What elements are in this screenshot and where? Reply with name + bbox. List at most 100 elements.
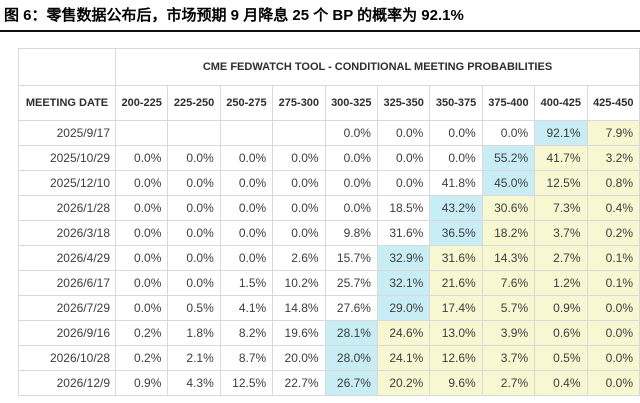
- probability-cell: 0.0%: [167, 220, 221, 246]
- probability-cell: 0.9%: [114, 370, 169, 396]
- probability-cell: 2.6%: [272, 245, 326, 271]
- probability-cell: 0.0%: [219, 195, 274, 221]
- probability-cell: 41.8%: [429, 170, 483, 196]
- probability-cell: 36.5%: [429, 220, 483, 246]
- probability-cell: 17.4%: [429, 295, 483, 321]
- probability-cell: 8.7%: [219, 345, 274, 371]
- probability-cell: 0.0%: [114, 195, 169, 221]
- probability-cell: 41.7%: [534, 145, 588, 171]
- probability-cell: 29.0%: [376, 295, 431, 321]
- table-row: 2026/6/17 0.0% 0.0% 1.5% 10.2% 25.7% 32.1% 21.6…: [18, 270, 640, 296]
- rate-range-header: 350-375: [429, 85, 483, 121]
- probability-cell: 55.2%: [481, 145, 536, 171]
- table-row: 2025/12/10 0.0% 0.0% 0.0% 0.0% 0.0% 0.0% 41.8% 4…: [18, 170, 640, 196]
- probability-cell: 0.0%: [219, 170, 274, 196]
- probability-cell: 26.7%: [324, 370, 378, 396]
- probability-cell: 4.3%: [167, 370, 221, 396]
- probability-cell: 24.6%: [376, 320, 431, 346]
- probability-cell: 25.7%: [324, 270, 378, 296]
- figure-title: 图 6：零售数据公布后，市场预期 9 月降息 25 个 BP 的概率为 92.1…: [4, 7, 464, 24]
- probability-cell: 0.0%: [429, 120, 483, 146]
- probability-cell: 14.3%: [481, 245, 536, 271]
- probability-cell: 0.0%: [324, 145, 378, 171]
- meeting-date-cell: 2026/12/9: [18, 370, 116, 396]
- table-row: 2026/12/9 0.9% 4.3% 12.5% 22.7% 26.7% 20.2% 9.6…: [18, 370, 640, 396]
- probability-cell: 0.2%: [586, 220, 640, 246]
- probability-cell: 20.0%: [272, 345, 326, 371]
- probability-cell: 2.1%: [167, 345, 221, 371]
- probability-cell: 0.5%: [167, 295, 221, 321]
- probability-cell: 31.6%: [376, 220, 431, 246]
- probability-cell: 18.2%: [481, 220, 536, 246]
- rate-range-header: 400-425: [534, 85, 588, 121]
- probability-cell: 0.0%: [219, 245, 274, 271]
- rate-range-header: 275-300: [272, 85, 326, 121]
- probability-cell: 0.1%: [586, 245, 640, 271]
- table-row: 2026/4/29 0.0% 0.0% 0.0% 2.6% 15.7% 32.9% 31.6%…: [18, 245, 640, 271]
- probability-cell: 0.0%: [114, 270, 169, 296]
- probability-cell: 21.6%: [429, 270, 483, 296]
- probability-cell: 12.5%: [534, 170, 588, 196]
- meeting-date-cell: 2025/12/10: [18, 170, 116, 196]
- probability-cell: 22.7%: [272, 370, 326, 396]
- probability-cell: 0.0%: [167, 145, 221, 171]
- title-underline-rule: [0, 30, 640, 32]
- probability-cell: 0.0%: [429, 145, 483, 171]
- probability-cell: 0.1%: [586, 270, 640, 296]
- table-row: 2026/9/16 0.2% 1.8% 8.2% 19.6% 28.1% 24.6% 13.0…: [18, 320, 640, 346]
- probability-cell: 0.0%: [376, 120, 431, 146]
- probability-cell: 28.0%: [324, 345, 378, 371]
- probability-cell: 3.7%: [481, 345, 536, 371]
- probability-cell: 7.6%: [481, 270, 536, 296]
- table-container: CME FEDWATCH TOOL - CONDITIONAL MEETING …: [18, 48, 640, 396]
- meeting-date-cell: 2026/4/29: [18, 245, 116, 271]
- probability-cell: 0.0%: [586, 345, 640, 371]
- probability-cell: 43.2%: [429, 195, 483, 221]
- probability-cell: 0.0%: [324, 170, 378, 196]
- probability-cell: 9.6%: [429, 370, 483, 396]
- table-row: 2025/9/17 0.0% 0.0% 0.0% 0.0% 92.1% 7.9%: [18, 120, 640, 146]
- probability-cell: 0.0%: [376, 170, 431, 196]
- meeting-date-cell: 2026/10/28: [18, 345, 116, 371]
- rate-range-header: 200-225: [114, 85, 169, 121]
- probability-cell: 0.0%: [114, 245, 169, 271]
- probability-cell: 27.6%: [324, 295, 378, 321]
- probability-cell: 13.0%: [429, 320, 483, 346]
- probability-cell: 20.2%: [376, 370, 431, 396]
- probability-cell: 0.0%: [114, 145, 169, 171]
- corner-empty-cell: [18, 48, 116, 86]
- probability-cell: 0.0%: [272, 170, 326, 196]
- probability-cell: 3.2%: [586, 145, 640, 171]
- probability-cell: 18.5%: [376, 195, 431, 221]
- probability-cell: 0.9%: [534, 295, 588, 321]
- probability-cell: 92.1%: [534, 120, 588, 146]
- rate-range-header: 225-250: [167, 85, 221, 121]
- fedwatch-probability-table: CME FEDWATCH TOOL - CONDITIONAL MEETING …: [18, 48, 640, 396]
- probability-cell: 0.5%: [534, 345, 588, 371]
- rate-range-header: 300-325: [324, 85, 378, 121]
- table-row: 2026/10/28 0.2% 2.1% 8.7% 20.0% 28.0% 24.1% 12.…: [18, 345, 640, 371]
- meeting-date-cell: 2026/6/17: [18, 270, 116, 296]
- probability-cell: 24.1%: [376, 345, 431, 371]
- rate-range-header: 425-450: [586, 85, 640, 121]
- probability-cell: 4.1%: [219, 295, 274, 321]
- table-row: 2026/1/28 0.0% 0.0% 0.0% 0.0% 0.0% 18.5% 43.2% 3…: [18, 195, 640, 221]
- probability-cell: 0.0%: [114, 170, 169, 196]
- probability-cell: 0.6%: [534, 320, 588, 346]
- probability-cell: 0.0%: [219, 220, 274, 246]
- probability-cell: 32.9%: [376, 245, 431, 271]
- probability-cell: [167, 120, 221, 146]
- probability-cell: 0.0%: [167, 245, 221, 271]
- probability-cell: 9.8%: [324, 220, 378, 246]
- probability-cell: 5.7%: [481, 295, 536, 321]
- probability-cell: 19.6%: [272, 320, 326, 346]
- probability-cell: 0.0%: [272, 195, 326, 221]
- probability-cell: 15.7%: [324, 245, 378, 271]
- probability-cell: 0.0%: [167, 195, 221, 221]
- probability-cell: 2.7%: [481, 370, 536, 396]
- probability-cell: 0.0%: [324, 195, 378, 221]
- meeting-date-cell: 2025/10/29: [18, 145, 116, 171]
- probability-cell: 0.0%: [376, 145, 431, 171]
- probability-cell: 0.2%: [114, 320, 169, 346]
- probability-cell: [114, 120, 169, 146]
